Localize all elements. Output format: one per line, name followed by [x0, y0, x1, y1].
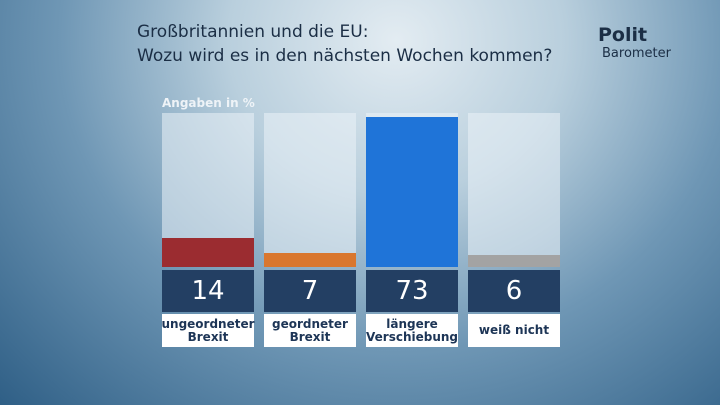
bar — [366, 117, 458, 267]
bar — [264, 252, 356, 267]
category-label: weiß nicht — [468, 314, 560, 347]
chart-title: Wozu wird es in den nächsten Wochen komm… — [137, 46, 553, 66]
value-label: 73 — [366, 270, 458, 312]
category-label: geordneter Brexit — [264, 314, 356, 347]
logo-text: Polit — [598, 24, 648, 46]
bar — [162, 238, 254, 267]
bar — [468, 254, 560, 267]
category-label: ungeordneter Brexit — [161, 314, 255, 347]
chart-title: Großbritannien und die EU: — [137, 22, 369, 42]
subtitle: Angaben in % — [162, 96, 255, 110]
bar-background — [264, 113, 356, 267]
value-label: 6 — [468, 270, 560, 312]
logo-text: Barometer — [602, 46, 671, 61]
value-label: 7 — [264, 270, 356, 312]
bar-background — [468, 113, 560, 267]
category-label: längere Verschiebung — [366, 314, 458, 347]
value-label: 14 — [162, 270, 254, 312]
